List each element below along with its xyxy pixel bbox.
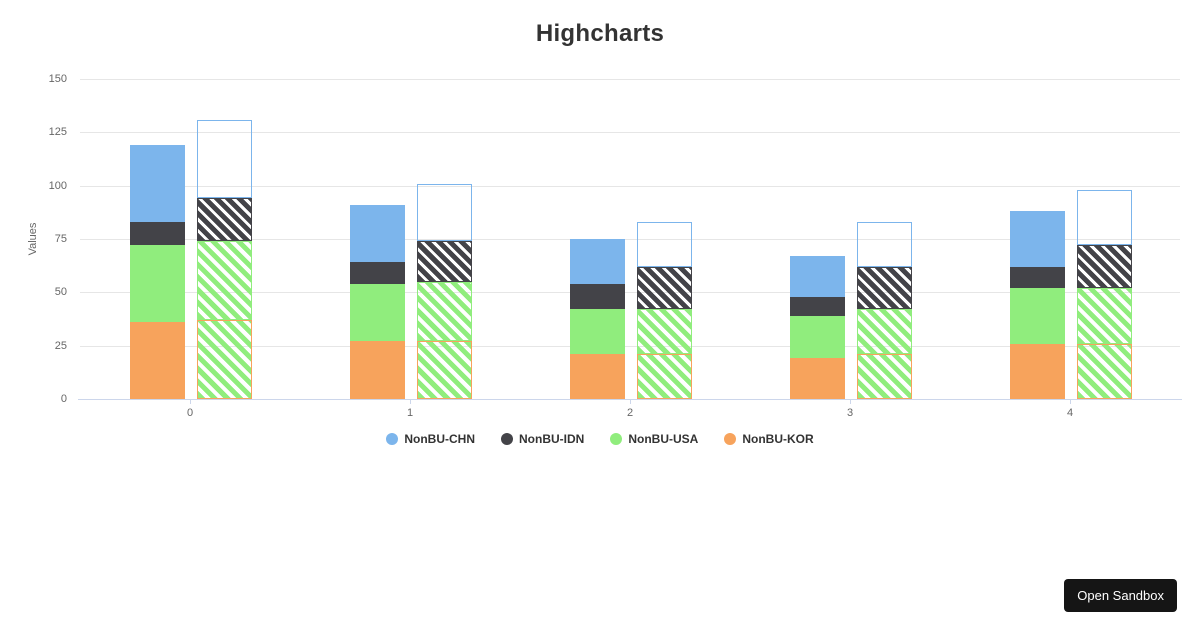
ytick-label-75: 75 [54, 233, 67, 245]
bar-segment-hatched-NonBU-CHN-cat2[interactable] [637, 221, 692, 267]
bar-segment-solid-NonBU-IDN-cat1[interactable] [350, 262, 405, 284]
xtick-label-1: 1 [406, 407, 414, 419]
legend-label: NonBU-USA [628, 432, 699, 446]
bar-segment-solid-NonBU-KOR-cat0[interactable] [130, 322, 185, 399]
chart-title: Highcharts [535, 20, 665, 47]
bar-segment-solid-NonBU-KOR-cat3[interactable] [790, 358, 845, 399]
bar-segment-solid-NonBU-CHN-cat3[interactable] [790, 256, 845, 297]
legend-marker-icon [501, 433, 513, 445]
bar-segment-solid-NonBU-CHN-cat4[interactable] [1010, 211, 1065, 267]
bar-segment-solid-NonBU-KOR-cat1[interactable] [350, 341, 405, 399]
bar-segment-hatched-NonBU-KOR-cat2[interactable] [637, 354, 692, 399]
open-sandbox-button[interactable]: Open Sandbox [1064, 579, 1177, 612]
plot-area: 0 25 50 75 100 125 150 0 1 2 3 4 [49, 73, 1182, 419]
bar-segment-solid-NonBU-IDN-cat3[interactable] [790, 296, 845, 316]
bar-segment-hatched-NonBU-CHN-cat4[interactable] [1077, 189, 1132, 246]
bar-segment-solid-NonBU-CHN-cat0[interactable] [130, 145, 185, 222]
bar-segment-hatched-NonBU-USA-cat0[interactable] [197, 241, 252, 321]
legend-label: NonBU-CHN [404, 432, 475, 446]
legend-item-NonBU-USA[interactable]: NonBU-USA [610, 432, 698, 446]
bar-segment-hatched-NonBU-USA-cat4[interactable] [1077, 288, 1132, 344]
bar-segment-hatched-NonBU-USA-cat2[interactable] [637, 309, 692, 355]
bar-segment-solid-NonBU-KOR-cat2[interactable] [570, 354, 625, 399]
gridline-150 [80, 79, 1180, 80]
bar-segment-solid-NonBU-USA-cat1[interactable] [350, 283, 405, 342]
gridline-75 [80, 239, 1180, 240]
bar-segment-hatched-NonBU-USA-cat1[interactable] [417, 281, 472, 342]
bar-segment-hatched-NonBU-IDN-cat3[interactable] [857, 266, 912, 310]
legend-item-NonBU-KOR[interactable]: NonBU-KOR [724, 432, 814, 446]
bar-segment-solid-NonBU-CHN-cat1[interactable] [350, 204, 405, 263]
legend: NonBU-CHN NonBU-IDN NonBU-USA NonBU-KOR [0, 432, 1200, 446]
bar-segment-solid-NonBU-KOR-cat4[interactable] [1010, 343, 1065, 399]
gridline-125 [80, 132, 1180, 134]
bar-segment-hatched-NonBU-KOR-cat3[interactable] [857, 354, 912, 399]
gridline-100 [80, 185, 1180, 187]
bar-segment-hatched-NonBU-IDN-cat2[interactable] [637, 266, 692, 310]
bar-segment-solid-NonBU-IDN-cat2[interactable] [570, 283, 625, 310]
bar-segment-solid-NonBU-USA-cat3[interactable] [790, 315, 845, 359]
bar-segment-solid-NonBU-IDN-cat0[interactable] [130, 221, 185, 246]
xtick-mark-2 [630, 399, 631, 404]
bar-segment-hatched-NonBU-CHN-cat3[interactable] [857, 221, 912, 267]
bar-segment-solid-NonBU-USA-cat0[interactable] [130, 245, 185, 323]
bar-segment-hatched-NonBU-IDN-cat4[interactable] [1077, 245, 1132, 289]
legend-label: NonBU-IDN [519, 432, 585, 446]
legend-item-NonBU-CHN[interactable]: NonBU-CHN [386, 432, 475, 446]
ytick-label-125: 125 [48, 126, 67, 139]
xtick-mark-1 [410, 399, 411, 404]
legend-marker-icon [386, 433, 399, 445]
ytick-label-150: 150 [48, 73, 67, 85]
bar-segment-hatched-NonBU-KOR-cat1[interactable] [417, 341, 472, 399]
legend-item-NonBU-IDN[interactable]: NonBU-IDN [501, 432, 584, 446]
xtick-mark-3 [850, 399, 851, 404]
bar-segment-hatched-NonBU-KOR-cat4[interactable] [1077, 343, 1132, 399]
xtick-mark-0 [190, 399, 191, 404]
bar-segment-hatched-NonBU-USA-cat3[interactable] [857, 309, 912, 355]
xtick-label-3: 3 [846, 407, 854, 419]
bar-segment-hatched-NonBU-CHN-cat0[interactable] [197, 119, 252, 199]
legend-label: NonBU-KOR [742, 432, 814, 446]
ytick-label-25: 25 [54, 339, 67, 352]
legend-marker-icon [610, 433, 623, 445]
ytick-label-0: 0 [60, 393, 67, 405]
xtick-label-4: 4 [1066, 407, 1074, 419]
bar-segment-hatched-NonBU-IDN-cat0[interactable] [197, 198, 252, 242]
xtick-mark-4 [1070, 399, 1071, 404]
bar-segment-solid-NonBU-USA-cat4[interactable] [1010, 288, 1065, 344]
bar-segment-hatched-NonBU-CHN-cat1[interactable] [417, 183, 472, 242]
gridline-25 [80, 345, 1180, 347]
xtick-label-0: 0 [186, 407, 194, 419]
bar-segment-solid-NonBU-IDN-cat4[interactable] [1010, 266, 1065, 289]
xtick-label-2: 2 [626, 407, 634, 419]
legend-marker-icon [724, 433, 737, 445]
bar-segment-hatched-NonBU-IDN-cat1[interactable] [417, 241, 472, 282]
bar-segment-hatched-NonBU-KOR-cat0[interactable] [197, 320, 252, 399]
ytick-label-100: 100 [48, 179, 67, 192]
bar-segment-solid-NonBU-USA-cat2[interactable] [570, 309, 625, 355]
bar-segment-solid-NonBU-CHN-cat2[interactable] [570, 239, 625, 284]
ytick-label-50: 50 [54, 286, 67, 299]
gridline-50 [80, 292, 1180, 294]
